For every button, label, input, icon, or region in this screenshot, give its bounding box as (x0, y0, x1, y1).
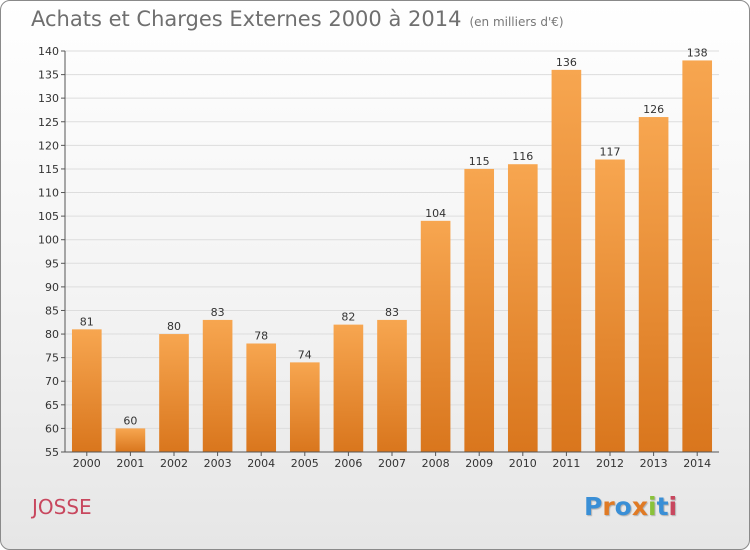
x-tick-label: 2006 (334, 457, 362, 470)
bar (420, 220, 451, 452)
x-tick-label: 2012 (596, 457, 624, 470)
data-label: 74 (298, 348, 312, 361)
y-tick-label: 65 (45, 399, 59, 412)
data-label: 78 (254, 329, 268, 342)
logo-letter: i (648, 492, 657, 521)
x-axis: 2000 2001 2002 2003 2004 2005 2006 2007 2008 2009… (65, 451, 719, 470)
bar (595, 159, 625, 452)
logo-letter: x (631, 492, 648, 521)
x-tick-label: 2008 (422, 457, 450, 470)
bar (507, 164, 538, 453)
logo-letter: r (602, 492, 615, 521)
bar (551, 69, 582, 452)
y-tick-label: 140 (38, 45, 59, 58)
x-tick-label: 2007 (378, 457, 406, 470)
x-tick-label: 2011 (552, 457, 580, 470)
y-tick-label: 70 (45, 375, 59, 388)
bar (71, 329, 102, 452)
y-tick-label: 110 (38, 187, 59, 200)
y-tick-label: 105 (38, 210, 59, 223)
y-tick-label: 75 (45, 352, 59, 365)
bar (202, 319, 233, 452)
data-label: 80 (167, 320, 181, 333)
data-label: 116 (512, 150, 533, 163)
data-label: 117 (600, 146, 621, 159)
bar (464, 168, 495, 453)
chart-title-text: Achats et Charges Externes 2000 à 2014 (31, 7, 462, 31)
data-label: 83 (385, 306, 399, 319)
data-label: 136 (556, 56, 577, 69)
commune-name: JOSSE (32, 495, 92, 519)
logo-letter: i (668, 492, 678, 521)
x-tick-label: 2005 (291, 457, 319, 470)
data-label: 60 (123, 414, 137, 427)
data-label: 126 (643, 103, 664, 116)
y-tick-label: 125 (38, 116, 59, 129)
y-tick-label: 95 (45, 257, 59, 270)
y-tick-label: 120 (38, 139, 59, 152)
bar (333, 324, 364, 452)
x-tick-label: 2001 (116, 457, 144, 470)
y-tick-label: 100 (38, 234, 59, 247)
y-tick-label: 55 (45, 446, 59, 459)
chart-unit: (en milliers d'€) (469, 15, 564, 29)
bar (377, 319, 407, 452)
bar (682, 60, 713, 452)
x-tick-label: 2010 (509, 457, 537, 470)
bar (115, 428, 146, 452)
x-tick-label: 2000 (73, 457, 101, 470)
x-tick-label: 2004 (247, 457, 275, 470)
bar (289, 362, 320, 452)
y-tick-label: 115 (38, 163, 59, 176)
x-tick-label: 2013 (640, 457, 668, 470)
y-tick-label: 130 (38, 92, 59, 105)
logo-letter: t (656, 492, 669, 521)
bar (638, 117, 669, 452)
y-tick-label: 85 (45, 304, 59, 317)
x-tick-label: 2002 (160, 457, 188, 470)
data-label: 104 (425, 207, 446, 220)
chart-title: Achats et Charges Externes 2000 à 2014 (e… (31, 7, 564, 31)
data-label: 115 (469, 155, 490, 168)
y-tick-label: 80 (45, 328, 59, 341)
y-tick-label: 135 (38, 69, 59, 82)
y-tick-label: 90 (45, 281, 59, 294)
data-label: 83 (211, 306, 225, 319)
logo-letter: P (584, 492, 603, 521)
proxiti-logo: Proxiti (584, 492, 677, 521)
logo-letter: o (614, 492, 632, 521)
bars: 81 60 80 83 78 74 82 83 104 115 116 136 117 126 138 (71, 46, 713, 453)
x-tick-label: 2014 (683, 457, 711, 470)
x-tick-label: 2009 (465, 457, 493, 470)
y-tick-label: 60 (45, 422, 59, 435)
bar (246, 343, 277, 452)
data-label: 81 (80, 315, 94, 328)
data-label: 82 (341, 311, 355, 324)
y-axis: 55 60 65 70 75 80 85 90 95 100 105 110 115 120 125 130 1… (38, 45, 66, 459)
data-label: 138 (687, 46, 708, 59)
x-tick-label: 2003 (204, 457, 232, 470)
bar (159, 334, 189, 452)
